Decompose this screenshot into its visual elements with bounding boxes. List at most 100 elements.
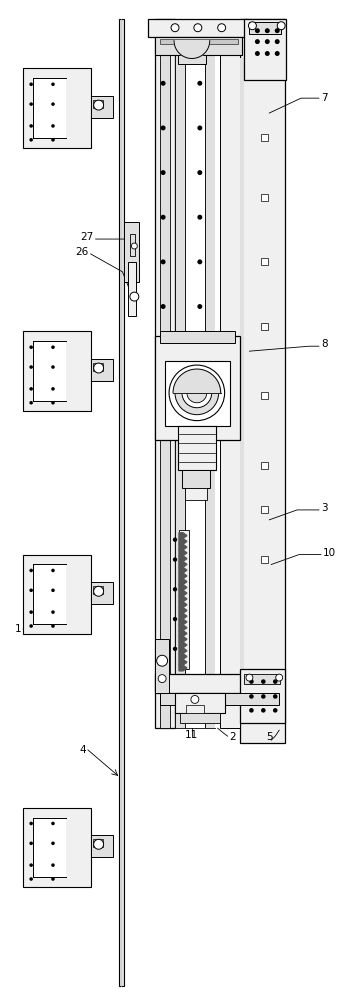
Circle shape (51, 589, 55, 592)
Circle shape (51, 822, 55, 825)
Circle shape (161, 304, 166, 309)
Text: 1: 1 (15, 624, 21, 634)
Circle shape (29, 124, 33, 128)
Bar (165, 361, 230, 426)
Bar (93, 839, 103, 847)
Circle shape (218, 24, 226, 32)
Polygon shape (179, 579, 187, 585)
Bar (245, 674, 280, 684)
Bar (155, 37, 242, 55)
Circle shape (261, 679, 266, 684)
Bar (155, 639, 169, 693)
Polygon shape (179, 636, 187, 642)
Bar (186, 705, 204, 713)
Bar (261, 556, 268, 563)
Bar (120, 19, 124, 986)
Circle shape (273, 679, 278, 684)
Circle shape (51, 124, 55, 128)
Polygon shape (179, 544, 187, 550)
Circle shape (29, 610, 33, 614)
Polygon shape (179, 596, 187, 602)
Bar (261, 506, 268, 513)
Circle shape (197, 170, 202, 175)
Circle shape (51, 82, 55, 86)
Circle shape (194, 24, 202, 32)
Polygon shape (179, 608, 187, 613)
Circle shape (169, 365, 225, 421)
Polygon shape (179, 538, 187, 544)
Circle shape (277, 22, 285, 30)
Bar (23, 68, 91, 148)
Bar (178, 55, 206, 64)
Bar (261, 134, 268, 141)
Circle shape (261, 694, 266, 699)
Bar (23, 808, 91, 887)
Polygon shape (179, 567, 187, 573)
Circle shape (51, 138, 55, 142)
Polygon shape (179, 631, 187, 636)
Circle shape (273, 694, 278, 699)
Text: 26: 26 (75, 247, 89, 257)
Text: 4: 4 (79, 745, 86, 755)
Text: 5: 5 (266, 732, 273, 742)
Circle shape (51, 345, 55, 349)
Bar (33, 341, 66, 401)
Bar (179, 530, 189, 669)
Bar (33, 564, 66, 624)
Circle shape (275, 28, 280, 33)
Circle shape (255, 39, 260, 44)
Circle shape (130, 292, 139, 301)
Bar (185, 19, 205, 728)
Bar (23, 331, 91, 411)
Circle shape (51, 365, 55, 369)
Circle shape (29, 102, 33, 106)
Circle shape (29, 589, 33, 592)
Circle shape (197, 259, 202, 264)
Circle shape (29, 569, 33, 572)
Circle shape (51, 624, 55, 628)
Circle shape (265, 39, 270, 44)
Bar (124, 222, 139, 282)
Bar (185, 488, 207, 500)
Circle shape (173, 617, 177, 621)
Bar (220, 19, 240, 728)
Bar (215, 19, 220, 728)
Circle shape (51, 877, 55, 881)
Circle shape (248, 22, 256, 30)
Circle shape (161, 170, 166, 175)
Polygon shape (179, 590, 187, 596)
Circle shape (161, 81, 166, 86)
Circle shape (94, 586, 104, 596)
Circle shape (173, 557, 177, 562)
Polygon shape (179, 533, 187, 538)
Bar (155, 674, 284, 693)
Circle shape (197, 125, 202, 130)
Circle shape (29, 863, 33, 867)
Polygon shape (179, 659, 187, 665)
Bar (23, 555, 91, 634)
Bar (261, 392, 268, 399)
Bar (160, 331, 235, 343)
Circle shape (29, 365, 33, 369)
Bar (33, 818, 66, 877)
Circle shape (173, 647, 177, 651)
Bar (93, 100, 103, 108)
Circle shape (51, 102, 55, 106)
Polygon shape (179, 642, 187, 648)
Bar (261, 258, 268, 265)
Circle shape (29, 345, 33, 349)
Circle shape (182, 378, 212, 408)
Bar (261, 194, 268, 201)
Polygon shape (179, 602, 187, 608)
Circle shape (275, 39, 280, 44)
Bar (129, 262, 136, 316)
Bar (33, 78, 66, 138)
Polygon shape (179, 625, 187, 631)
Polygon shape (174, 41, 210, 58)
Circle shape (51, 401, 55, 405)
Circle shape (29, 877, 33, 881)
Bar (93, 586, 103, 594)
Text: 27: 27 (80, 232, 94, 242)
Circle shape (161, 259, 166, 264)
Circle shape (94, 100, 104, 110)
